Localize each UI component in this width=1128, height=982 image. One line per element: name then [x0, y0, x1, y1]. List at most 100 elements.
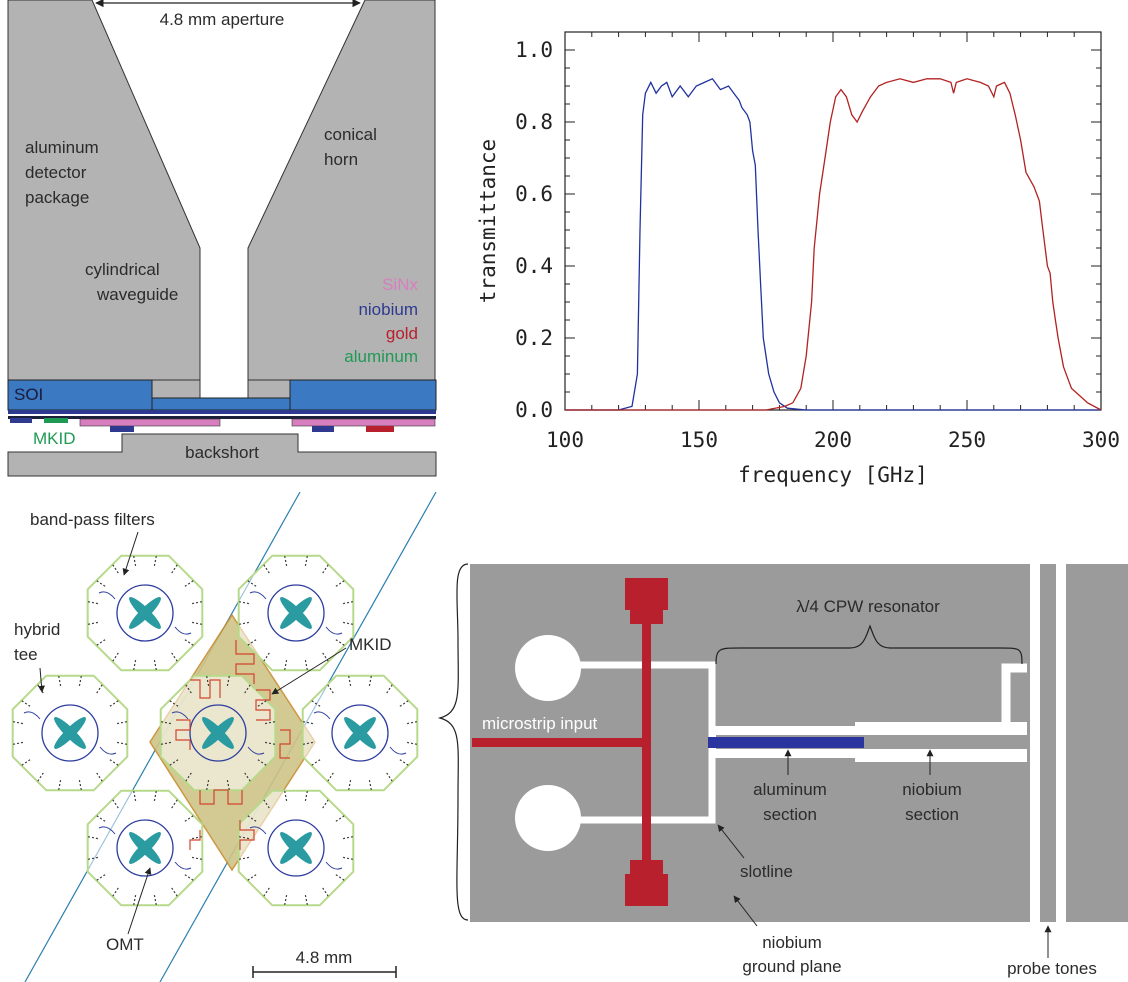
filter-stub [78, 675, 82, 687]
filter-stub [206, 779, 210, 791]
legend-niobium: niobium [358, 300, 418, 319]
cross-section-panel: 4.8 mm aperture aluminum detector packag… [7, 0, 437, 477]
mkid-meander-segment [190, 679, 221, 699]
hybrid-tee-line [98, 591, 192, 635]
filter-stub [109, 700, 119, 707]
pixel-array [11, 554, 419, 907]
x-tick-label: 150 [680, 428, 718, 452]
hybrid-tee-line [98, 826, 192, 870]
mkid-meander [175, 640, 291, 850]
filter-stub [368, 675, 372, 687]
package-label-3: package [25, 188, 89, 207]
sinx-strip-right [291, 418, 436, 427]
niobium-layer [8, 410, 436, 414]
x-axis-label: frequency [GHz] [738, 463, 928, 487]
left-horn-block [7, 0, 201, 381]
filter-stub [96, 639, 106, 646]
legend-gold: gold [386, 324, 418, 343]
filter-stub [342, 621, 354, 625]
filter-stub [342, 836, 354, 840]
filter-stub [406, 721, 418, 725]
filter-stub [116, 721, 128, 725]
filter-stub [302, 721, 314, 725]
filter-stub [112, 887, 119, 897]
white-gap [8, 414, 436, 416]
hybrid-arrow [37, 667, 45, 693]
filter-stub [399, 759, 409, 766]
filter-stub [335, 639, 345, 646]
backshort-label: backshort [185, 443, 259, 462]
mkid-meander-segment [255, 689, 271, 721]
filter-stub [257, 759, 267, 766]
aluminum-section-label-1: aluminum [753, 780, 827, 799]
left-step [151, 379, 201, 399]
filter-stub [58, 675, 62, 687]
scale-bar-label: 4.8 mm [296, 948, 353, 967]
series-line-1 [565, 77, 1101, 411]
omt-circle [331, 704, 389, 762]
filter-stub [153, 659, 157, 671]
filter-stub [322, 564, 329, 574]
filter-stub [133, 659, 137, 671]
soi-label: SOI [14, 385, 43, 404]
pixel [86, 554, 204, 672]
filter-stub [263, 564, 270, 574]
filter-stub [133, 555, 137, 567]
microstrip-pad-top-neck [630, 610, 663, 624]
hybrid-tee-line [249, 591, 343, 635]
filter-stub [112, 799, 119, 809]
microstrip-pad-bottom [625, 874, 668, 906]
filter-stub [21, 700, 31, 707]
nb-patch-1 [10, 418, 32, 423]
pixel [159, 674, 277, 792]
filter-stub [171, 564, 178, 574]
y-tick-label: 0.6 [515, 182, 553, 206]
filter-stub [386, 684, 393, 694]
pixel [11, 674, 129, 792]
filter-stub [238, 621, 250, 625]
y-tick-label: 0.8 [515, 110, 553, 134]
filter-stub [37, 772, 44, 782]
gold-patch [366, 426, 394, 432]
filter-stub [169, 759, 179, 766]
omt-arrow [127, 867, 152, 935]
probe-label: probe tones [1007, 959, 1097, 978]
filter-stub [263, 652, 270, 662]
filter-stub [96, 684, 103, 694]
hybrid-label-1: hybrid [14, 620, 60, 639]
filter-stub [311, 700, 321, 707]
omt-probe [280, 597, 312, 629]
probe-line [1040, 564, 1056, 922]
radial-stub-top [515, 635, 581, 701]
mkid-meander-segment [239, 820, 255, 850]
filter-stub [304, 659, 308, 671]
mkid-arrow [271, 647, 347, 695]
filter-stub [284, 894, 288, 906]
mkid-label: MKID [33, 429, 76, 448]
sinx-strip-left [79, 418, 221, 427]
filter-stub [87, 601, 99, 605]
filter-stub [12, 721, 24, 725]
filter-stub [244, 684, 251, 694]
waveguide-label-2: waveguide [96, 285, 178, 304]
y-axis-label: transmittance [476, 139, 500, 303]
filter-stub [185, 684, 192, 694]
filter-stub [238, 856, 250, 860]
filter-stub [226, 779, 230, 791]
filter-stub [184, 874, 194, 881]
package-label-2: detector [25, 163, 87, 182]
horn-label-2: horn [324, 150, 358, 169]
hybrid-tee-line [23, 711, 117, 755]
mkid-meander-segment [175, 719, 191, 750]
chart-plot-area: 100 150 200 250 300 0.0 0.2 0.4 0.6 0.8 1.0 [515, 31, 1120, 452]
omt-probe [280, 832, 312, 864]
y-tick-label: 0.4 [515, 254, 553, 278]
filter-stub [342, 601, 354, 605]
filter-stub [184, 580, 194, 587]
right-horn-block [247, 0, 436, 381]
filter-stub [133, 790, 137, 802]
nb-patch-3 [312, 426, 334, 432]
waveguide-label-1: cylindrical [85, 260, 160, 279]
hybrid-label-2: tee [14, 645, 38, 664]
filter-stub [78, 779, 82, 791]
